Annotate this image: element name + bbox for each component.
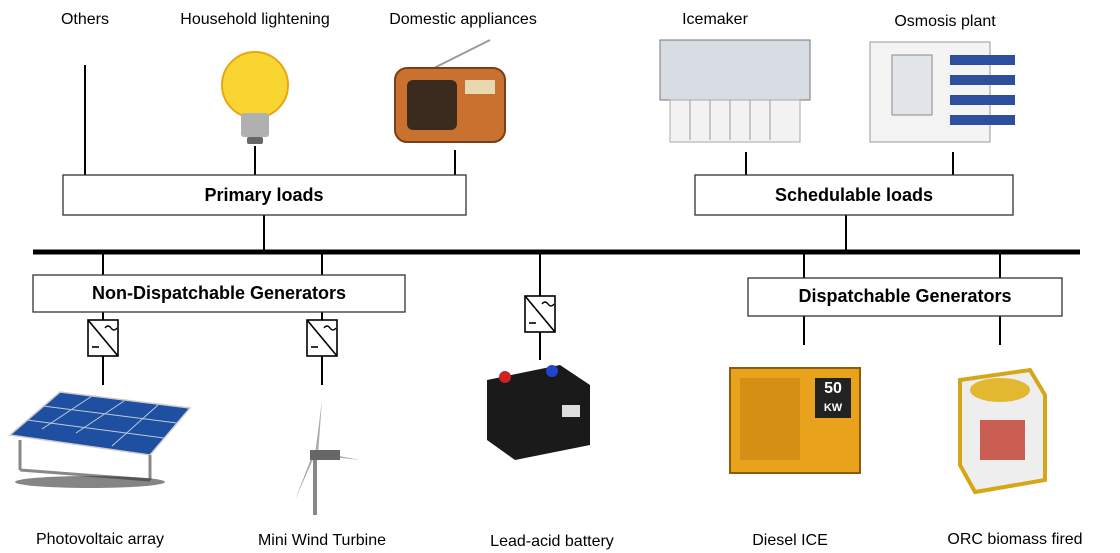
device-label: Mini Wind Turbine — [258, 532, 386, 549]
load-label: Domestic appliances — [389, 11, 537, 28]
icemaker-icon — [659, 39, 811, 143]
bulb-icon — [221, 51, 289, 144]
load-label: Household lightening — [180, 11, 329, 28]
non-dispatchable-box — [32, 274, 406, 313]
diesel-icon: 50 KW — [729, 367, 861, 474]
plate-text: KW — [824, 402, 843, 414]
device-label: Lead-acid battery — [490, 533, 614, 550]
converter — [87, 319, 119, 357]
battery-icon — [487, 365, 590, 460]
schedulable-loads-box — [694, 174, 1014, 216]
device-label: ORC biomass fired — [947, 531, 1082, 548]
device-label: Diesel ICE — [752, 532, 828, 549]
pv-icon — [8, 391, 192, 488]
group-label: Schedulable loads — [775, 185, 933, 205]
plate-text: 50 — [824, 380, 842, 397]
group-label: Primary loads — [204, 185, 323, 205]
converter — [306, 319, 338, 357]
dispatchable-box — [747, 277, 1063, 317]
converter — [524, 295, 556, 333]
device-label: Photovoltaic array — [36, 531, 164, 548]
load-label: Osmosis plant — [894, 13, 996, 30]
primary-loads-box — [62, 174, 467, 216]
load-label: Icemaker — [682, 11, 748, 28]
osmosis-icon — [869, 41, 1015, 143]
wind-turbine-icon — [295, 400, 360, 515]
group-label: Dispatchable Generators — [798, 286, 1011, 306]
radio-icon — [394, 39, 506, 143]
orc-icon — [958, 367, 1047, 495]
load-label: Others — [61, 11, 109, 28]
group-label: Non-Dispatchable Generators — [92, 283, 346, 303]
